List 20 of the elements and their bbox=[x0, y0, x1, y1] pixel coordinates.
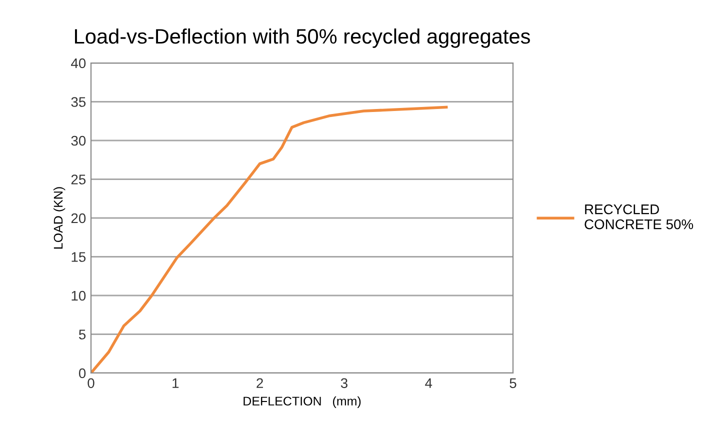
y-tick-label: 40 bbox=[71, 58, 86, 68]
y-tick-label: 30 bbox=[71, 136, 86, 146]
chart-title: Load-vs-Deflection with 50% recycled aggregates bbox=[75, 28, 530, 48]
y-tick-label: 15 bbox=[72, 252, 86, 262]
x-tick-label: 2 bbox=[256, 378, 263, 388]
x-tick-label: 5 bbox=[510, 378, 516, 388]
y-tick-label: 20 bbox=[71, 213, 86, 224]
x-tick-label: 4 bbox=[425, 378, 432, 388]
x-tick-label: 3 bbox=[340, 378, 348, 388]
y-tick-label: 10 bbox=[72, 290, 86, 301]
y-tick-label: 25 bbox=[71, 174, 86, 184]
x-axis-title: DEFLECTION (mm) bbox=[244, 396, 361, 408]
line-series bbox=[91, 106, 448, 373]
x-tick-label: 0 bbox=[88, 378, 94, 388]
legend-label: RECYCLED CONCRETE 50% bbox=[584, 204, 694, 230]
y-tick-label: 35 bbox=[71, 97, 86, 107]
x-tick-label: 1 bbox=[172, 378, 179, 388]
y-axis-title: LOAD (KN) bbox=[53, 187, 66, 249]
y-tick-label: 0 bbox=[78, 368, 86, 378]
y-tick-label: 5 bbox=[78, 330, 86, 340]
